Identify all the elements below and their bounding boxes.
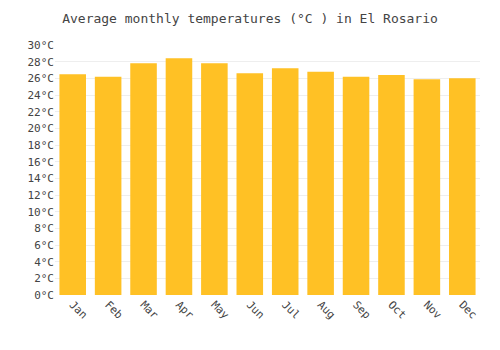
svg-text:Jan: Jan: [67, 298, 90, 321]
svg-text:Jul: Jul: [279, 298, 302, 321]
svg-text:22°C: 22°C: [28, 106, 55, 119]
svg-text:24°C: 24°C: [28, 89, 55, 102]
svg-text:28°C: 28°C: [28, 56, 55, 69]
svg-text:8°C: 8°C: [34, 222, 54, 235]
svg-text:26°C: 26°C: [28, 72, 55, 85]
svg-text:6°C: 6°C: [34, 239, 54, 252]
svg-text:Feb: Feb: [102, 298, 125, 321]
svg-text:20°C: 20°C: [28, 122, 55, 135]
svg-text:May: May: [208, 298, 232, 322]
svg-text:14°C: 14°C: [28, 172, 55, 185]
svg-text:Dec: Dec: [456, 298, 479, 321]
svg-text:Oct: Oct: [385, 298, 408, 321]
svg-text:12°C: 12°C: [28, 189, 55, 202]
svg-text:Jun: Jun: [244, 298, 267, 321]
svg-text:0°C: 0°C: [34, 289, 54, 302]
svg-text:4°C: 4°C: [34, 256, 54, 269]
svg-text:10°C: 10°C: [28, 206, 55, 219]
svg-text:Aug: Aug: [315, 298, 338, 321]
svg-text:16°C: 16°C: [28, 156, 55, 169]
svg-text:Average monthly temperatures (: Average monthly temperatures (°C ) in El…: [62, 11, 438, 26]
svg-text:Mar: Mar: [138, 298, 162, 322]
svg-text:Apr: Apr: [173, 298, 197, 322]
svg-text:Nov: Nov: [421, 298, 445, 322]
svg-text:30°C: 30°C: [28, 39, 55, 52]
svg-text:2°C: 2°C: [34, 272, 54, 285]
svg-text:Sep: Sep: [350, 298, 373, 321]
svg-text:18°C: 18°C: [28, 139, 55, 152]
